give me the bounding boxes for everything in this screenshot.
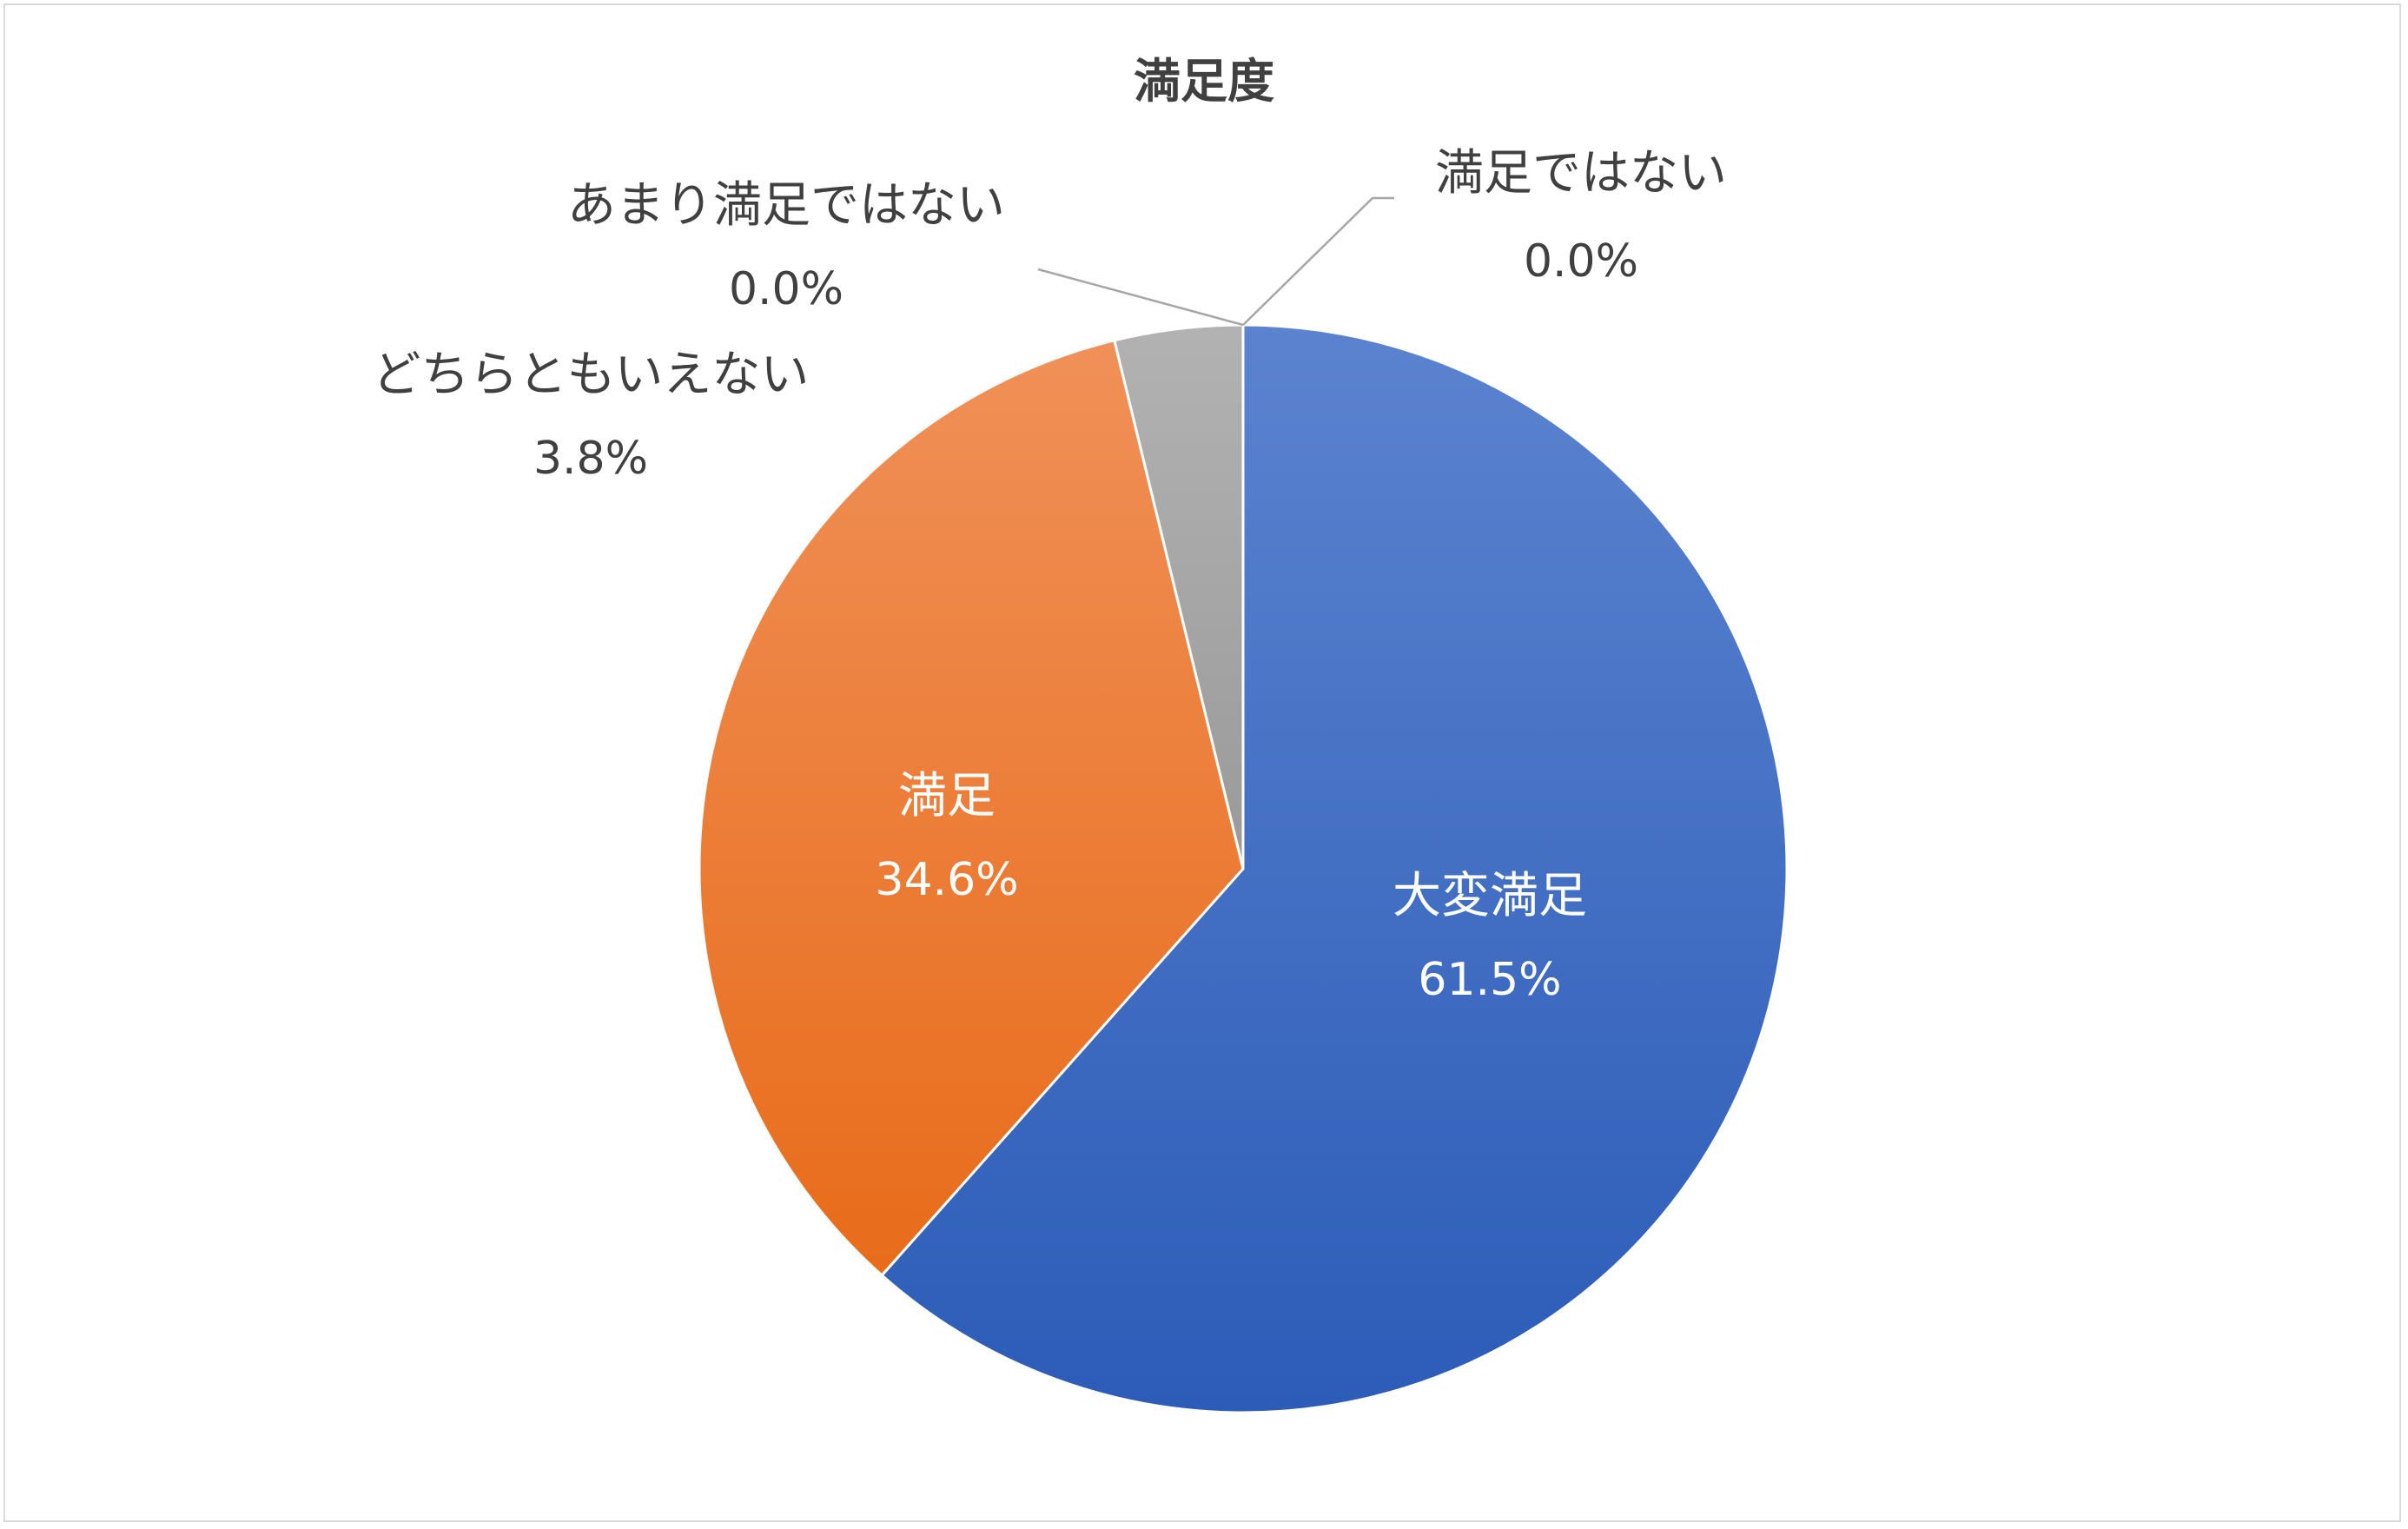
slice-label-category-1: 満足 [898,768,996,824]
slice-label-value-1: 34.6% [875,854,1018,906]
leader-lines [1037,196,1394,327]
pie-slice-0 [880,323,1789,1414]
chart-title: 満足度 [1134,54,1274,109]
slice-label-category-0: 大変満足 [1393,868,1587,924]
pie-slice-1 [698,339,1245,1277]
leader-line-4 [1242,196,1394,326]
slice-label-category-3: あまり満足ではない [567,177,1005,234]
slice-label-category-4: 満足ではない [1435,145,1727,202]
slice-label-value-2: 3.8% [533,433,648,485]
leader-line-3 [1037,268,1244,327]
slice-label-category-2: どちらともいえない [373,347,810,403]
slice-label-value-4: 0.0% [1524,235,1638,288]
pie-slices [698,323,1789,1414]
slice-label-value-0: 61.5% [1418,954,1561,1006]
slice-label-value-3: 0.0% [729,263,843,315]
